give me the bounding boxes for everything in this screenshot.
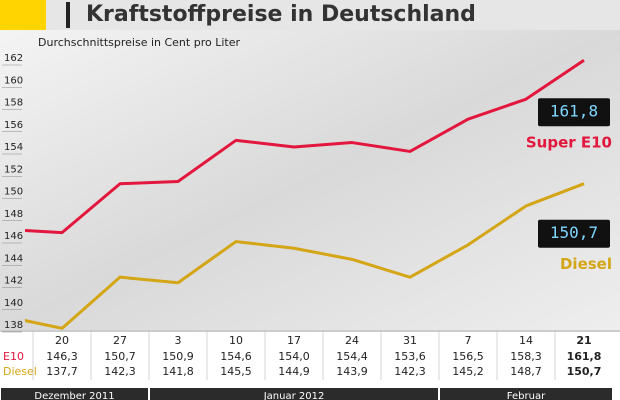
series-label: Diesel — [560, 255, 612, 273]
x-tick-label: 24 — [345, 334, 359, 347]
y-tick-label: 162 — [4, 53, 23, 64]
table-row-label: Diesel — [3, 365, 37, 378]
value-label: 146,3 — [46, 350, 78, 363]
price-display-value: 150,7 — [550, 223, 598, 242]
x-tick-label: 10 — [229, 334, 243, 347]
value-label: 150,7 — [567, 365, 602, 378]
value-label: 137,7 — [46, 365, 78, 378]
price-display-value: 161,8 — [550, 102, 598, 121]
y-tick-label: 140 — [4, 298, 23, 309]
x-tick-label: 7 — [465, 334, 472, 347]
price-display — [538, 98, 610, 127]
series-line — [25, 58, 585, 235]
month-label: Januar 2012 — [263, 391, 325, 400]
y-tick-label: 156 — [4, 120, 23, 131]
value-label: 150,7 — [104, 350, 136, 363]
chart-title: Kraftstoffpreise in Deutschland — [86, 2, 476, 27]
value-label: 154,0 — [278, 350, 310, 363]
x-tick-label: 17 — [287, 334, 301, 347]
x-tick-label: 20 — [55, 334, 69, 347]
y-tick-label: 148 — [4, 209, 23, 220]
y-tick-label: 154 — [4, 142, 23, 153]
value-label: 154,4 — [336, 350, 368, 363]
y-tick-label: 138 — [4, 320, 23, 331]
month-label: Dezember 2011 — [34, 391, 114, 400]
value-label: 144,9 — [278, 365, 310, 378]
value-label: 153,6 — [394, 350, 426, 363]
price-display — [538, 219, 610, 248]
value-label: 143,9 — [336, 365, 368, 378]
x-tick-label: 14 — [519, 334, 533, 347]
y-tick-label: 146 — [4, 231, 23, 242]
value-label: 158,3 — [510, 350, 542, 363]
value-label: 142,3 — [394, 365, 426, 378]
x-tick-label: 21 — [576, 334, 591, 347]
y-tick-label: 160 — [4, 75, 23, 86]
y-tick-label: 158 — [4, 98, 23, 109]
title-accent — [0, 0, 46, 30]
value-label: 156,5 — [452, 350, 484, 363]
x-tick-label: 27 — [113, 334, 127, 347]
value-label: 145,5 — [220, 365, 252, 378]
title-divider — [66, 2, 70, 28]
y-tick-label: 150 — [4, 187, 23, 198]
y-tick-label: 142 — [4, 276, 23, 287]
x-tick-label: 31 — [403, 334, 417, 347]
value-label: 145,2 — [452, 365, 484, 378]
x-tick-label: 3 — [175, 334, 182, 347]
table-row-label: E10 — [3, 350, 24, 363]
y-tick-label: 152 — [4, 164, 23, 175]
lines — [25, 58, 585, 330]
title-bar — [0, 0, 620, 30]
value-label: 141,8 — [162, 365, 194, 378]
value-label: 154,6 — [220, 350, 252, 363]
month-bar — [150, 388, 438, 400]
value-label: 150,9 — [162, 350, 194, 363]
chart-subtitle: Durchschnittspreise in Cent pro Liter — [38, 36, 240, 49]
month-bar — [440, 388, 612, 400]
y-tick-label: 144 — [4, 253, 23, 264]
value-label: 161,8 — [567, 350, 602, 363]
month-label: Februar — [507, 391, 546, 400]
plot-background — [0, 30, 620, 330]
month-bar — [1, 388, 148, 400]
series-label: Super E10 — [526, 134, 612, 152]
value-label: 142,3 — [104, 365, 136, 378]
value-label: 148,7 — [510, 365, 542, 378]
series-line — [25, 182, 585, 330]
